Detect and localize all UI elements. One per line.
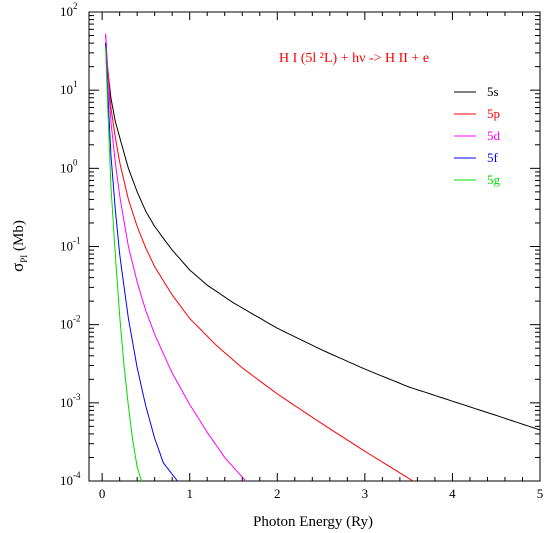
legend-label-5s: 5s xyxy=(487,84,499,99)
x-tick-label: 4 xyxy=(449,486,456,501)
axes-layer: 0 1 2 3 4 5 10-4 10-3 10-2 10-1 100 101 102 xyxy=(60,1,543,501)
chart-title: H I (5l ²L) + hν -> H II + e xyxy=(279,51,429,66)
x-tick-label: 3 xyxy=(362,486,369,501)
legend-label-5d: 5d xyxy=(487,128,501,143)
x-axis-label: Photon Energy (Ry) xyxy=(253,514,373,530)
y-axis-label-subscript: PI xyxy=(19,255,29,263)
x-tick-label: 1 xyxy=(186,486,193,501)
y-axis-label: σPI (Mb) xyxy=(8,220,29,272)
series-line-5d xyxy=(105,33,247,482)
curves-layer xyxy=(105,33,541,482)
y-tick-label: 10-1 xyxy=(60,236,81,254)
plot-frame xyxy=(88,11,541,482)
legend: 5s 5p 5d 5f 5g xyxy=(454,84,501,187)
x-tick-label: 5 xyxy=(537,486,544,501)
x-tick-label: 2 xyxy=(274,486,281,501)
y-tick-label: 10-3 xyxy=(60,392,81,410)
legend-label-5g: 5g xyxy=(487,172,501,187)
legend-label-5f: 5f xyxy=(487,150,499,165)
series-line-5g xyxy=(105,47,142,482)
series-line-5s xyxy=(105,43,541,431)
y-tick-label: 10-2 xyxy=(60,314,81,332)
legend-label-5p: 5p xyxy=(487,106,500,121)
y-tick-label: 100 xyxy=(60,157,78,175)
y-tick-label: 10-4 xyxy=(60,470,81,488)
x-tick-label: 0 xyxy=(99,486,106,501)
series-line-5f xyxy=(105,43,178,482)
y-axis-label-unit: (Mb) xyxy=(11,220,27,255)
y-axis-label-symbol: σ xyxy=(8,263,27,272)
y-tick-label: 101 xyxy=(60,79,78,97)
series-line-5p xyxy=(105,35,414,482)
y-tick-label: 102 xyxy=(60,1,78,19)
